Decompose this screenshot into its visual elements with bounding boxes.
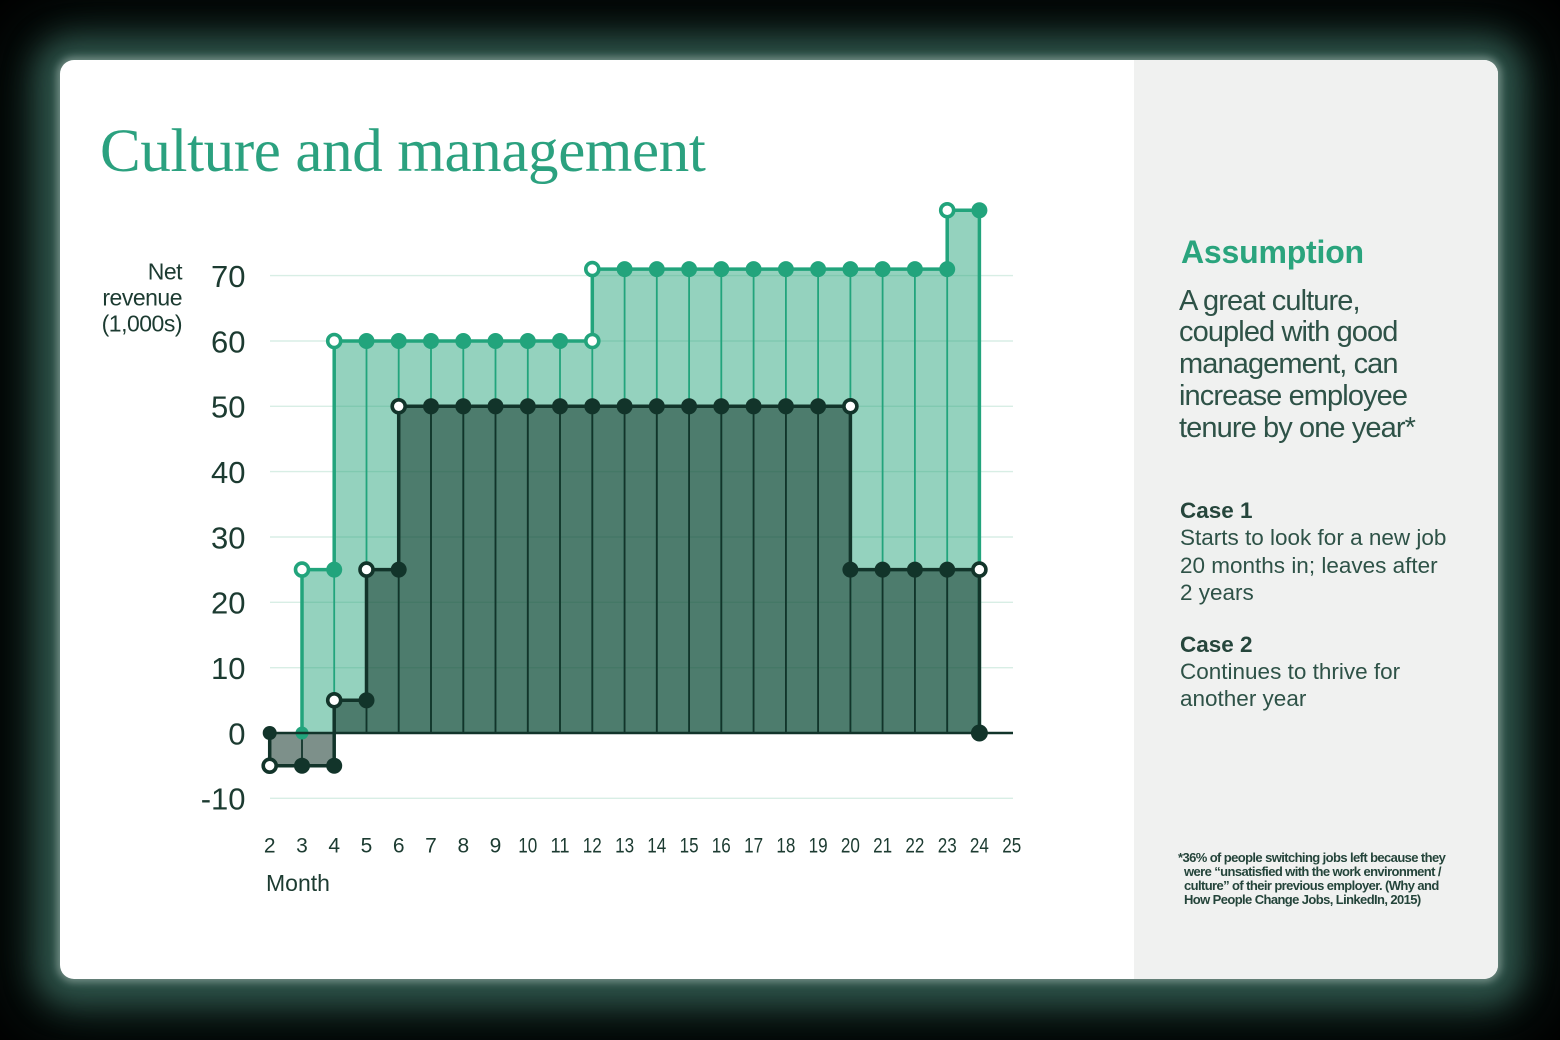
svg-text:17: 17 [744, 835, 763, 858]
svg-text:4: 4 [328, 835, 340, 858]
svg-text:12: 12 [583, 835, 602, 858]
svg-text:23: 23 [938, 835, 957, 858]
svg-text:15: 15 [680, 835, 699, 858]
svg-text:3: 3 [296, 835, 308, 858]
svg-text:-10: -10 [201, 782, 246, 817]
svg-text:60: 60 [211, 324, 245, 359]
svg-text:8: 8 [457, 835, 469, 858]
svg-text:20: 20 [841, 835, 860, 858]
svg-text:19: 19 [809, 835, 828, 858]
svg-text:21: 21 [873, 835, 892, 858]
svg-text:20: 20 [211, 586, 245, 621]
svg-text:Month: Month [266, 870, 330, 896]
svg-text:5: 5 [361, 835, 373, 858]
svg-text:(1,000s): (1,000s) [102, 311, 182, 337]
svg-text:0: 0 [228, 716, 245, 751]
svg-text:18: 18 [776, 835, 795, 858]
svg-text:70: 70 [211, 259, 245, 294]
svg-text:11: 11 [551, 835, 570, 858]
svg-text:2: 2 [264, 835, 276, 858]
svg-text:14: 14 [647, 835, 666, 858]
svg-text:24: 24 [970, 835, 989, 858]
svg-text:9: 9 [490, 835, 502, 858]
svg-text:16: 16 [712, 835, 731, 858]
svg-text:30: 30 [211, 520, 245, 555]
svg-text:6: 6 [393, 835, 405, 858]
svg-text:40: 40 [211, 455, 245, 490]
svg-text:revenue: revenue [102, 285, 182, 311]
svg-text:22: 22 [905, 835, 924, 858]
svg-text:50: 50 [211, 390, 245, 425]
svg-text:Net: Net [148, 259, 183, 285]
svg-text:10: 10 [211, 651, 245, 686]
svg-text:10: 10 [518, 835, 537, 858]
svg-text:7: 7 [425, 835, 437, 858]
svg-text:13: 13 [615, 835, 634, 858]
svg-text:25: 25 [1002, 835, 1021, 858]
